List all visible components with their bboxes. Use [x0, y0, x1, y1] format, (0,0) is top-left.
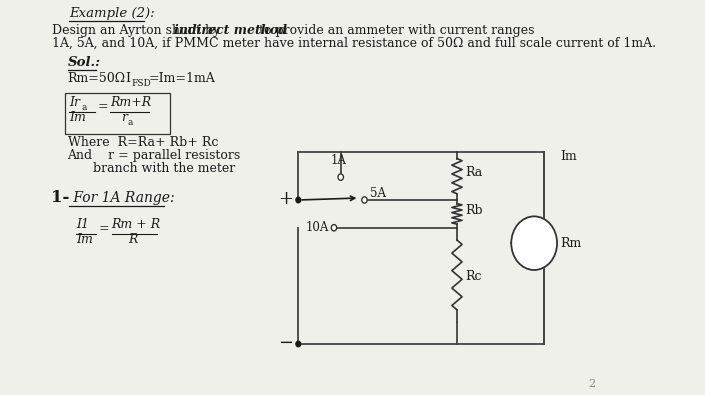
Text: 1A, 5A, and 10A, if PMMC meter have internal resistance of 50Ω and full scale cu: 1A, 5A, and 10A, if PMMC meter have inte…	[52, 37, 656, 50]
Text: Design an Ayrton shunt by: Design an Ayrton shunt by	[52, 24, 224, 37]
Circle shape	[511, 216, 557, 270]
Text: =: =	[98, 101, 109, 114]
Text: 1A: 1A	[331, 154, 346, 167]
Text: 2: 2	[589, 379, 596, 389]
Text: =: =	[99, 222, 109, 235]
Text: r: r	[121, 111, 127, 124]
Text: I1: I1	[76, 218, 89, 231]
Text: Ra: Ra	[465, 166, 483, 179]
Text: And    r = parallel resistors: And r = parallel resistors	[68, 149, 241, 162]
Circle shape	[362, 197, 367, 203]
Text: Rb: Rb	[465, 204, 483, 217]
Circle shape	[296, 197, 301, 203]
Text: R: R	[128, 233, 138, 246]
Text: Rm+R: Rm+R	[110, 96, 151, 109]
Text: Rc: Rc	[465, 270, 482, 283]
Text: a: a	[82, 103, 87, 112]
Text: Where  R=Ra+ Rb+ Rc: Where R=Ra+ Rb+ Rc	[68, 136, 218, 149]
Text: −: −	[278, 334, 293, 352]
Text: to provide an ammeter with current ranges: to provide an ammeter with current range…	[255, 24, 534, 37]
Text: FSD: FSD	[131, 79, 151, 88]
Text: Rm + R: Rm + R	[111, 218, 161, 231]
Text: Im: Im	[76, 233, 93, 246]
Circle shape	[338, 174, 343, 181]
Text: indirect method: indirect method	[174, 24, 288, 37]
Text: Example (2):: Example (2):	[69, 7, 155, 20]
Text: For 1A Range:: For 1A Range:	[69, 191, 175, 205]
Text: 1-: 1-	[51, 189, 69, 206]
Text: Rm=50Ω: Rm=50Ω	[68, 72, 125, 85]
Text: branch with the meter: branch with the meter	[93, 162, 235, 175]
Text: =Im=1mA: =Im=1mA	[149, 72, 216, 85]
Text: 10A: 10A	[306, 221, 329, 234]
Text: Sol.:: Sol.:	[68, 56, 101, 69]
Text: Ir: Ir	[69, 96, 80, 109]
Text: Im: Im	[560, 150, 577, 163]
Text: +: +	[278, 190, 293, 208]
Circle shape	[296, 341, 301, 347]
Text: Im: Im	[69, 111, 86, 124]
Text: a: a	[128, 118, 133, 126]
Circle shape	[331, 225, 337, 231]
Text: I: I	[125, 72, 130, 85]
Text: 5A: 5A	[369, 187, 386, 200]
Text: Rm: Rm	[560, 237, 582, 250]
